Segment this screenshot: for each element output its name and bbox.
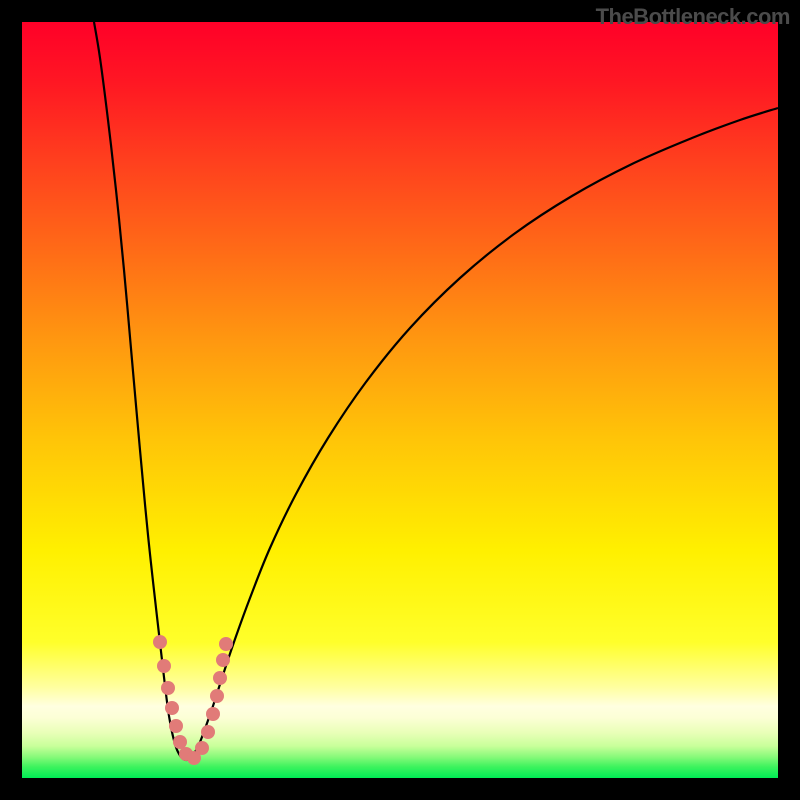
highlight-dot	[153, 635, 167, 649]
highlight-dot	[201, 725, 215, 739]
highlight-dot	[210, 689, 224, 703]
highlight-dot	[216, 653, 230, 667]
highlight-dot	[157, 659, 171, 673]
watermark-text: TheBottleneck.com	[596, 4, 790, 30]
chart-canvas: TheBottleneck.com	[0, 0, 800, 800]
highlight-dot	[213, 671, 227, 685]
bottleneck-chart	[0, 0, 800, 800]
highlight-dot	[173, 735, 187, 749]
highlight-dot	[169, 719, 183, 733]
highlight-dot	[206, 707, 220, 721]
highlight-dot	[219, 637, 233, 651]
highlight-dot	[161, 681, 175, 695]
highlight-dot	[165, 701, 179, 715]
highlight-dot	[195, 741, 209, 755]
